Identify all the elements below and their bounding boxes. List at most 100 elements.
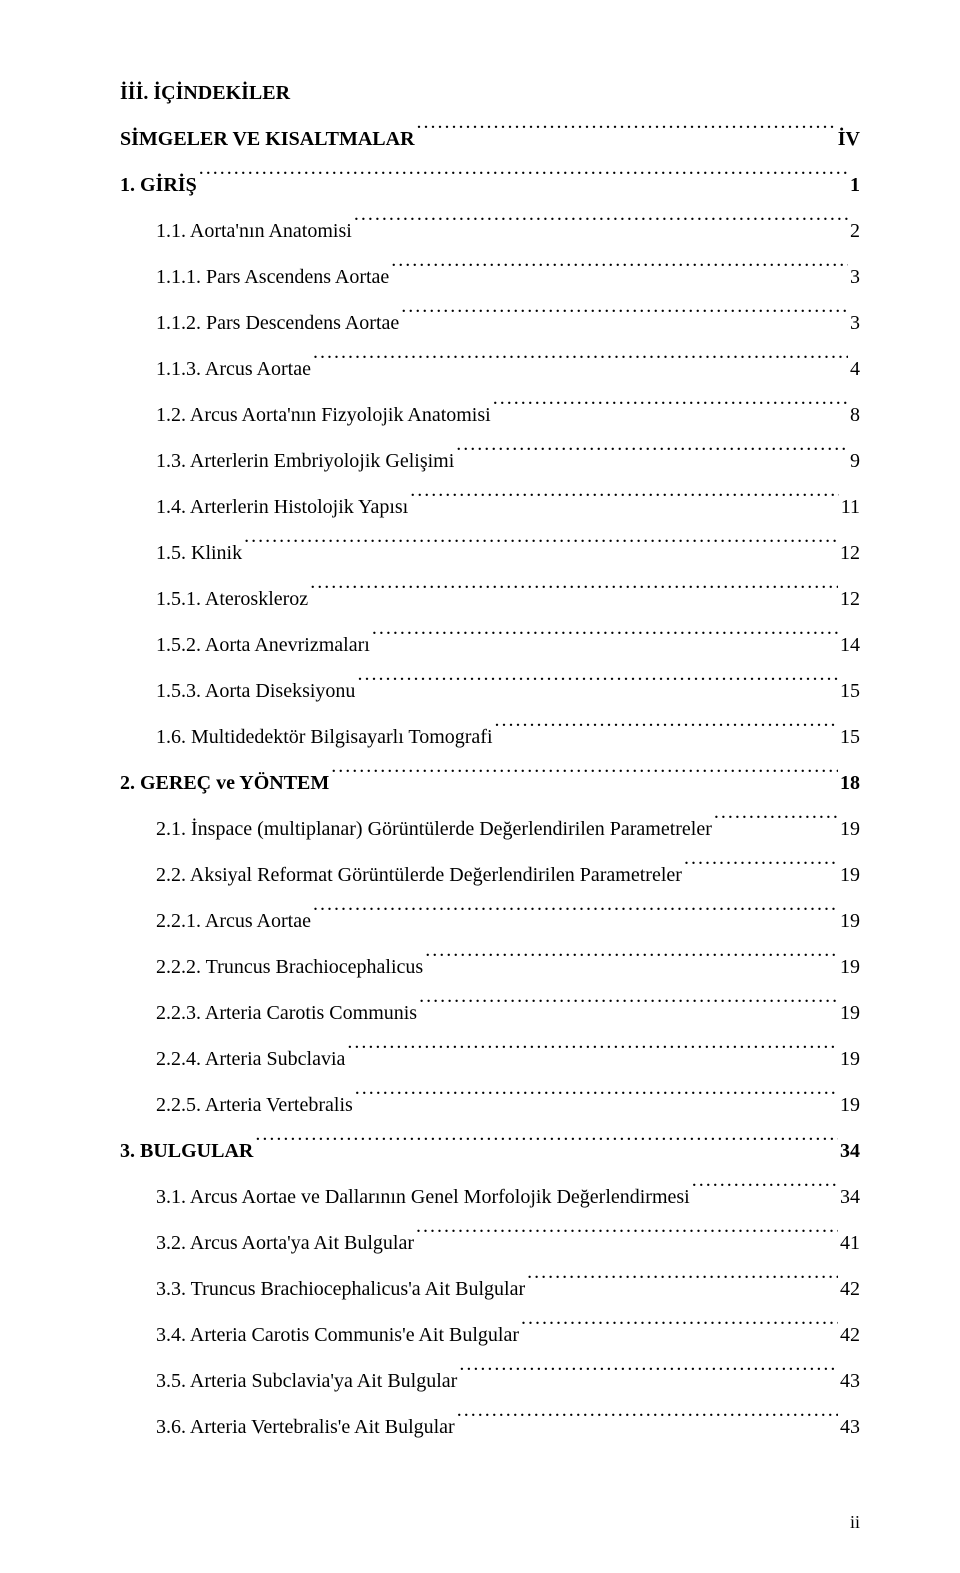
dot-leader: [692, 1183, 838, 1203]
dot-leader: [417, 125, 836, 145]
toc-entry-page: 42: [840, 1266, 860, 1312]
dot-leader: [354, 217, 848, 237]
toc-entry-page: 34: [840, 1128, 860, 1174]
toc-list: 1. GİRİŞ11.1. Aorta'nın Anatomisi21.1.1.…: [120, 162, 860, 1450]
dot-leader: [521, 1321, 838, 1341]
toc-entry-page: 42: [840, 1312, 860, 1358]
toc-entry-label: 1.1. Aorta'nın Anatomisi: [156, 208, 352, 254]
toc-entry: 3.4. Arteria Carotis Communis'e Ait Bulg…: [120, 1312, 860, 1358]
page-container: İİİ. İÇİNDEKİLER SİMGELER VE KISALTMALAR…: [0, 0, 960, 1573]
toc-entry: 2.2.4. Arteria Subclavia19: [120, 1036, 860, 1082]
toc-entry: 2. GEREÇ ve YÖNTEM 18: [120, 760, 860, 806]
dot-leader: [244, 539, 838, 559]
dot-leader: [313, 355, 848, 375]
toc-entry-label: 2. GEREÇ ve YÖNTEM: [120, 760, 329, 806]
toc-title-line1: İİİ. İÇİNDEKİLER: [120, 70, 860, 116]
toc-entry-page: 41: [840, 1220, 860, 1266]
toc-entry-label: 2.2.1. Arcus Aortae: [156, 898, 311, 944]
toc-entry-label: 3.6. Arteria Vertebralis'e Ait Bulgular: [156, 1404, 455, 1450]
toc-entry-label: 1.3. Arterlerin Embriyolojik Gelişimi: [156, 438, 454, 484]
toc-entry: 1.5.3. Aorta Diseksiyonu 15: [120, 668, 860, 714]
toc-entry: 3.2. Arcus Aorta'ya Ait Bulgular 41: [120, 1220, 860, 1266]
dot-leader: [527, 1275, 838, 1295]
toc-entry-page: 19: [840, 944, 860, 990]
toc-entry: 3.5. Arteria Subclavia'ya Ait Bulgular43: [120, 1358, 860, 1404]
toc-entry-label: 1.1.3. Arcus Aortae: [156, 346, 311, 392]
toc-entry-label: 2.2.2. Truncus Brachiocephalicus: [156, 944, 423, 990]
toc-entry-label: 2.2. Aksiyal Reformat Görüntülerde Değer…: [156, 852, 682, 898]
dot-leader: [313, 907, 838, 927]
toc-entry: 1.1.2. Pars Descendens Aortae3: [120, 300, 860, 346]
toc-title-line2: SİMGELER VE KISALTMALAR İV: [120, 116, 860, 162]
toc-entry-page: 1: [850, 162, 860, 208]
toc-entry-label: 3.4. Arteria Carotis Communis'e Ait Bulg…: [156, 1312, 519, 1358]
toc-entry-label: 2.2.4. Arteria Subclavia: [156, 1036, 345, 1082]
dot-leader: [391, 263, 848, 283]
toc-entry-page: 12: [840, 576, 860, 622]
toc-entry: 1.2. Arcus Aorta'nın Fizyolojik Anatomis…: [120, 392, 860, 438]
toc-entry-label: 1.1.2. Pars Descendens Aortae: [156, 300, 399, 346]
dot-leader: [495, 723, 838, 743]
toc-entry-label: 3.1. Arcus Aortae ve Dallarının Genel Mo…: [156, 1174, 690, 1220]
toc-entry-page: 15: [840, 714, 860, 760]
toc-entry-page: 9: [850, 438, 860, 484]
toc-entry-page: 14: [840, 622, 860, 668]
page-number-footer: ii: [850, 1512, 860, 1533]
toc-entry-label: 1.5.3. Aorta Diseksiyonu: [156, 668, 355, 714]
toc-entry-page: 19: [840, 806, 860, 852]
toc-entry: 1.3. Arterlerin Embriyolojik Gelişimi 9: [120, 438, 860, 484]
toc-entry-page: 43: [840, 1404, 860, 1450]
toc-entry-page: 3: [850, 254, 860, 300]
dot-leader: [331, 769, 838, 789]
toc-entry-label: 1.4. Arterlerin Histolojik Yapısı: [156, 484, 408, 530]
dot-leader: [255, 1137, 838, 1157]
toc-entry-page: 15: [840, 668, 860, 714]
toc-heading-label: SİMGELER VE KISALTMALAR: [120, 116, 415, 162]
toc-entry-page: 12: [840, 530, 860, 576]
toc-entry: 2.2.5. Arteria Vertebralis19: [120, 1082, 860, 1128]
dot-leader: [425, 953, 838, 973]
dot-leader: [493, 401, 848, 421]
dot-leader: [372, 631, 838, 651]
toc-entry-label: 1.5. Klinik: [156, 530, 242, 576]
toc-entry-label: 1.5.2. Aorta Anevrizmaları: [156, 622, 370, 668]
toc-entry-page: 18: [840, 760, 860, 806]
toc-entry: 2.2. Aksiyal Reformat Görüntülerde Değer…: [120, 852, 860, 898]
toc-entry: 3.6. Arteria Vertebralis'e Ait Bulgular 4…: [120, 1404, 860, 1450]
dot-leader: [310, 585, 838, 605]
toc-entry-page: 19: [840, 852, 860, 898]
toc-entry: 1.1.1. Pars Ascendens Aortae3: [120, 254, 860, 300]
toc-entry: 1.5.2. Aorta Anevrizmaları 14: [120, 622, 860, 668]
dot-leader: [410, 493, 839, 513]
dot-leader: [199, 171, 848, 191]
dot-leader: [355, 1091, 838, 1111]
toc-entry-label: 3.3. Truncus Brachiocephalicus'a Ait Bul…: [156, 1266, 525, 1312]
toc-entry-label: 1.2. Arcus Aorta'nın Fizyolojik Anatomis…: [156, 392, 491, 438]
toc-entry-page: 19: [840, 990, 860, 1036]
toc-entry-label: 1.6. Multidedektör Bilgisayarlı Tomograf…: [156, 714, 493, 760]
toc-entry-label: 2.2.3. Arteria Carotis Communis: [156, 990, 417, 1036]
toc-entry-page: 19: [840, 898, 860, 944]
toc-heading-page: İV: [838, 116, 860, 162]
toc-entry: 3.1. Arcus Aortae ve Dallarının Genel Mo…: [120, 1174, 860, 1220]
dot-leader: [419, 999, 838, 1019]
dot-leader: [714, 815, 838, 835]
toc-entry: 1.5. Klinik 12: [120, 530, 860, 576]
toc-entry: 1.4. Arterlerin Histolojik Yapısı 11: [120, 484, 860, 530]
toc-entry: 1.5.1. Ateroskleroz12: [120, 576, 860, 622]
toc-entry-page: 8: [850, 392, 860, 438]
dot-leader: [416, 1229, 838, 1249]
toc-entry-label: 3.2. Arcus Aorta'ya Ait Bulgular: [156, 1220, 414, 1266]
toc-entry-label: 2.2.5. Arteria Vertebralis: [156, 1082, 353, 1128]
toc-entry-page: 11: [841, 484, 860, 530]
dot-leader: [456, 447, 848, 467]
toc-entry: 1.1.3. Arcus Aortae4: [120, 346, 860, 392]
toc-entry: 2.1. İnspace (multiplanar) Görüntülerde …: [120, 806, 860, 852]
toc-entry: 3.3. Truncus Brachiocephalicus'a Ait Bul…: [120, 1266, 860, 1312]
toc-entry-page: 34: [840, 1174, 860, 1220]
toc-entry-page: 43: [840, 1358, 860, 1404]
toc-entry: 1.6. Multidedektör Bilgisayarlı Tomograf…: [120, 714, 860, 760]
dot-leader: [459, 1367, 838, 1387]
toc-entry: 3. BULGULAR34: [120, 1128, 860, 1174]
dot-leader: [684, 861, 838, 881]
